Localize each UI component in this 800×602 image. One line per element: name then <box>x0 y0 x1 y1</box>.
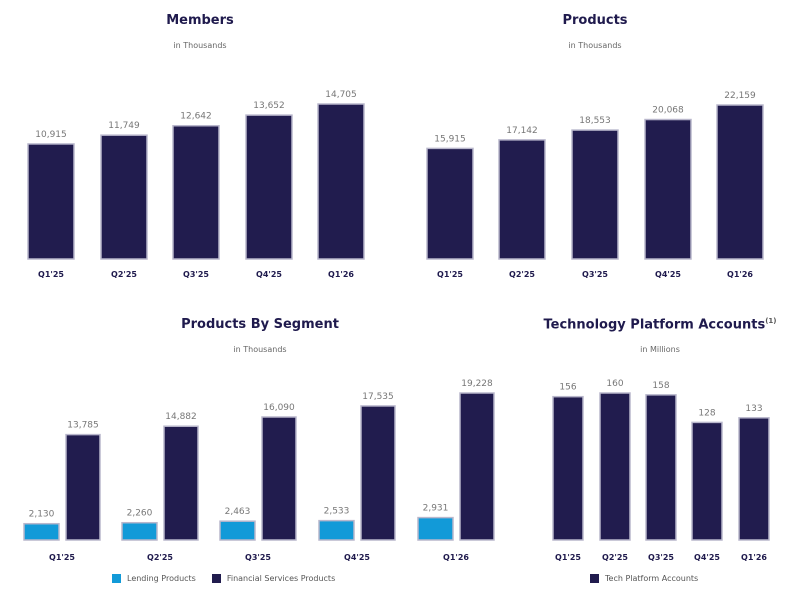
data-label: 14,705 <box>325 90 357 100</box>
bar-3-0-1 <box>599 392 631 541</box>
tech-platform-subtitle: in Millions <box>640 345 680 354</box>
legend-swatch-tech-platform <box>590 574 599 583</box>
data-label: 17,535 <box>362 392 394 402</box>
tech-platform-title-text: Technology Platform Accounts <box>543 317 766 333</box>
x-tick-label: Q2'25 <box>147 553 173 562</box>
bar-1-0-3 <box>644 118 692 260</box>
bar-2-1-3 <box>360 405 396 541</box>
bar-2-1-0 <box>65 433 101 541</box>
data-label: 128 <box>698 408 715 418</box>
footnote-marker: (1) <box>765 317 777 325</box>
legend-label-lending: Lending Products <box>127 574 196 583</box>
tech-platform-title: Technology Platform Accounts(1) <box>530 317 790 332</box>
data-label: 20,068 <box>652 106 684 116</box>
legend-swatch-financial-services <box>211 574 221 583</box>
x-tick-label: Q1'26 <box>328 270 354 279</box>
x-tick-label: Q3'25 <box>245 553 271 562</box>
bar-2-1-2 <box>261 416 297 541</box>
x-tick-label: Q1'26 <box>727 270 753 279</box>
x-tick-label: Q4'25 <box>344 553 370 562</box>
bar-1-0-0 <box>426 147 474 260</box>
x-tick-label: Q2'25 <box>602 553 628 562</box>
x-tick-label: Q1'25 <box>38 270 64 279</box>
x-tick-label: Q4'25 <box>694 553 720 562</box>
data-label: 11,749 <box>108 121 140 131</box>
data-label: 14,882 <box>165 412 197 422</box>
bar-1-0-4 <box>716 104 764 260</box>
products-subtitle: in Thousands <box>568 41 622 50</box>
x-tick-label: Q4'25 <box>655 270 681 279</box>
data-label: 156 <box>559 383 576 393</box>
bar-2-1-1 <box>163 425 199 541</box>
data-label: 19,228 <box>461 379 493 389</box>
bar-1-0-1 <box>498 139 546 260</box>
x-tick-label: Q3'25 <box>582 270 608 279</box>
data-label: 10,915 <box>35 130 67 140</box>
data-label: 2,463 <box>225 507 251 517</box>
bar-3-0-4 <box>738 417 770 541</box>
legend-item-financial-services: Financial Services Products <box>211 574 336 583</box>
legend-label-financial-services: Financial Services Products <box>226 574 336 583</box>
x-tick-label: Q3'25 <box>183 270 209 279</box>
x-tick-label: Q1'25 <box>555 553 581 562</box>
bar-2-1-4 <box>459 392 495 541</box>
data-label: 22,159 <box>724 91 756 101</box>
data-label: 2,533 <box>324 507 350 517</box>
bar-0-0-4 <box>317 103 365 260</box>
bar-1-0-2 <box>571 129 619 260</box>
data-label: 17,142 <box>506 126 538 136</box>
data-label: 2,260 <box>127 509 153 519</box>
x-tick-label: Q1'25 <box>437 270 463 279</box>
x-tick-label: Q2'25 <box>509 270 535 279</box>
data-label: 12,642 <box>180 112 212 122</box>
bar-0-0-0 <box>27 143 75 260</box>
bar-0-0-2 <box>172 124 220 260</box>
members-title: Members <box>166 13 234 28</box>
legend-item-lending: Lending Products <box>112 574 196 583</box>
bar-0-0-1 <box>100 134 148 260</box>
products-title: Products <box>562 13 628 28</box>
segment-legend: Lending Products Financial Services Prod… <box>112 574 335 583</box>
x-tick-label: Q2'25 <box>111 270 137 279</box>
bar-3-0-0 <box>552 395 584 541</box>
data-label: 160 <box>606 379 623 389</box>
data-label: 2,931 <box>423 504 449 514</box>
segment-title: Products By Segment <box>181 317 339 332</box>
x-tick-label: Q1'26 <box>443 553 469 562</box>
bar-2-0-0 <box>23 522 60 541</box>
bar-3-0-3 <box>691 421 723 541</box>
legend-label-tech-platform: Tech Platform Accounts <box>605 574 699 583</box>
data-label: 15,915 <box>434 134 466 144</box>
x-tick-label: Q1'25 <box>49 553 75 562</box>
bar-0-0-3 <box>245 114 293 260</box>
bar-2-0-1 <box>121 521 158 541</box>
segment-subtitle: in Thousands <box>233 345 287 354</box>
data-label: 2,130 <box>29 510 55 520</box>
data-label: 158 <box>652 381 669 391</box>
data-label: 13,652 <box>253 101 285 111</box>
data-label: 133 <box>745 404 762 414</box>
bar-3-0-2 <box>645 394 677 541</box>
tech-platform-legend: Tech Platform Accounts <box>590 574 698 583</box>
bar-2-0-4 <box>417 516 454 541</box>
data-label: 18,553 <box>579 116 611 126</box>
legend-item-tech-platform: Tech Platform Accounts <box>590 574 698 583</box>
x-tick-label: Q3'25 <box>648 553 674 562</box>
x-tick-label: Q4'25 <box>256 270 282 279</box>
bar-2-0-2 <box>219 520 256 541</box>
data-label: 16,090 <box>263 403 295 413</box>
bar-2-0-3 <box>318 519 355 541</box>
data-label: 13,785 <box>67 421 99 431</box>
x-tick-label: Q1'26 <box>741 553 767 562</box>
members-subtitle: in Thousands <box>173 41 227 50</box>
legend-swatch-lending <box>112 574 121 583</box>
